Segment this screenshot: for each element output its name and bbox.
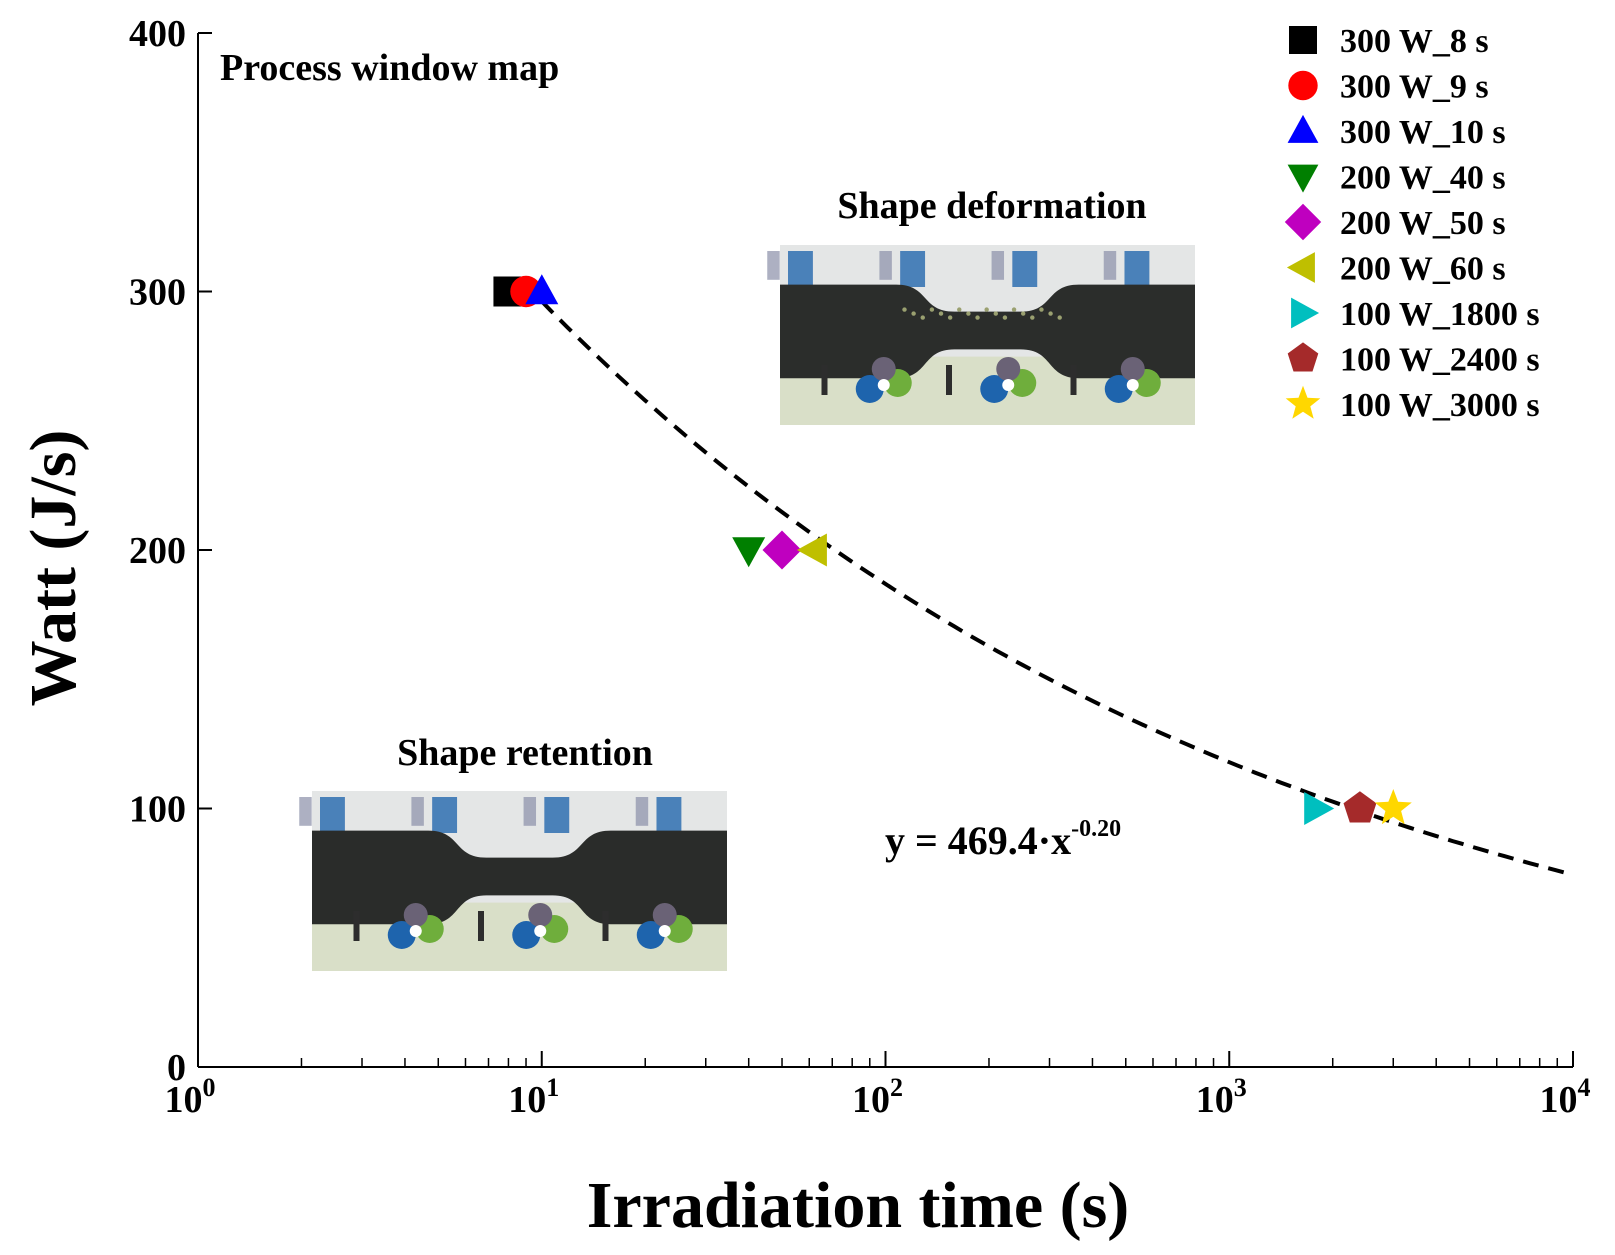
data-point <box>525 274 559 305</box>
marker-layer <box>493 274 1412 825</box>
y-axis-title: Watt (J/s) <box>17 430 90 707</box>
y-tick-label: 0 <box>167 1047 186 1089</box>
legend: 300 W_8 s 300 W_9 s 300 W_10 s 200 W_40 s 20… <box>1284 23 1540 424</box>
legend-marker <box>1286 252 1315 283</box>
legend-marker <box>1291 297 1320 329</box>
fit-layer <box>540 300 1574 877</box>
legend-label: 200 W_40 s <box>1340 160 1506 197</box>
legend-label: 200 W_60 s <box>1340 251 1506 288</box>
legend-marker <box>1287 342 1319 372</box>
legend-marker <box>1285 385 1321 419</box>
legend-label: 100 W_2400 s <box>1340 342 1540 379</box>
x-tick-label: 102 <box>852 1073 903 1121</box>
legend-marker <box>1289 26 1317 54</box>
x-tick-label: 103 <box>1196 1073 1247 1121</box>
data-point <box>796 533 827 567</box>
shape-deformation-photo <box>767 245 1195 425</box>
legend-label: 300 W_8 s <box>1340 23 1489 60</box>
legend-marker <box>1288 70 1318 101</box>
y-tick-label: 400 <box>129 13 186 55</box>
legend-label: 100 W_3000 s <box>1340 387 1540 424</box>
x-tick-label: 100 <box>165 1073 216 1121</box>
data-point <box>1374 789 1412 825</box>
x-tick-label: 104 <box>1540 1073 1591 1121</box>
legend-label: 300 W_9 s <box>1340 69 1489 106</box>
legend-marker <box>1287 114 1319 143</box>
data-point <box>732 537 766 568</box>
fit-curve <box>540 300 1574 877</box>
x-tick-label: 101 <box>508 1073 559 1121</box>
legend-marker <box>1284 203 1322 241</box>
y-tick-label: 100 <box>129 789 186 831</box>
x-axis-title: Irradiation time (s) <box>587 1169 1130 1242</box>
legend-label: 100 W_1800 s <box>1340 296 1540 333</box>
data-point <box>762 530 802 570</box>
data-point <box>1304 792 1335 825</box>
legend-label: 200 W_50 s <box>1340 205 1506 242</box>
fit-equation-exponent: -0.20 <box>1071 816 1121 842</box>
shape-retention-label: Shape retention <box>397 732 653 774</box>
y-tick-label: 200 <box>129 530 186 572</box>
legend-label: 300 W_10 s <box>1340 114 1506 151</box>
fit-equation-main: y = 469.4·x <box>885 818 1071 863</box>
shape-retention-photo <box>299 791 727 971</box>
data-point <box>1343 791 1377 823</box>
shape-deformation-label: Shape deformation <box>837 185 1146 227</box>
legend-marker <box>1287 164 1319 193</box>
fit-equation: y = 469.4·x-0.20 <box>885 816 1121 863</box>
chart-title: Process window map <box>220 47 559 89</box>
y-tick-label: 300 <box>129 272 186 314</box>
